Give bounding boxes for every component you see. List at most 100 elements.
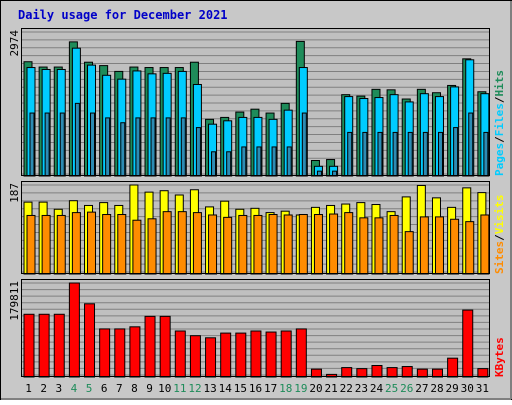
bar-sites-day-26	[404, 231, 414, 275]
bar-kbytes-day-15	[235, 332, 247, 378]
day-label-30: 30	[461, 382, 474, 395]
day-label-22: 22	[340, 382, 353, 395]
bar-pages-day-3	[59, 112, 65, 177]
day-label-17: 17	[264, 382, 277, 395]
plot-border	[21, 181, 490, 274]
day-label-14: 14	[219, 382, 233, 395]
plot-border	[21, 28, 490, 176]
bar-kbytes-day-11	[174, 330, 186, 378]
day-label-12: 12	[188, 382, 201, 395]
day-label-20: 20	[309, 382, 322, 395]
bar-kbytes-day-9	[144, 315, 156, 378]
bar-pages-day-26	[407, 131, 413, 177]
day-label-19: 19	[294, 382, 307, 395]
legend-separator: /	[493, 96, 506, 103]
bar-kbytes-day-7	[114, 328, 126, 378]
day-label-11: 11	[173, 382, 186, 395]
bar-pages-day-16	[256, 146, 262, 177]
chart-panel-3: 179811 KBytes	[8, 279, 506, 378]
bar-sites-day-24	[374, 217, 384, 275]
bar-kbytes-day-4	[68, 282, 80, 378]
day-label-5: 5	[86, 382, 93, 395]
bar-pages-day-19	[301, 112, 307, 177]
day-label-23: 23	[355, 382, 368, 395]
bar-kbytes-day-30	[462, 309, 474, 378]
bar-pages-day-31	[483, 131, 489, 177]
bar-pages-day-1	[29, 112, 35, 177]
legend-pages: Pages	[493, 143, 506, 176]
bar-pages-day-7	[120, 122, 126, 177]
panel-legend: Pages/Files/Hits	[493, 70, 506, 176]
legend-separator: /	[493, 136, 506, 143]
bar-sites-day-7	[117, 214, 127, 275]
bar-kbytes-day-1	[23, 313, 35, 378]
bar-kbytes-day-22	[341, 367, 353, 378]
chart-panels: 2974Pages/Files/Hits187Sites/Visits17981…	[8, 28, 506, 378]
bar-kbytes-day-12	[189, 335, 201, 378]
bar-sites-day-27	[419, 216, 429, 275]
bar-kbytes-day-6	[99, 328, 111, 378]
bar-kbytes-day-2	[38, 313, 50, 378]
bar-sites-day-21	[329, 213, 339, 275]
bar-sites-day-28	[434, 216, 444, 275]
day-label-28: 28	[430, 382, 443, 395]
bar-sites-day-25	[389, 214, 399, 275]
day-label-27: 27	[415, 382, 428, 395]
bar-kbytes-day-5	[84, 303, 96, 378]
day-labels: 1 2 3 4 5 6 7 8 9 10 11 12 13 14 15 16 17 18 19 20 21 22 23 24 2…	[25, 382, 489, 395]
bar-sites-day-15	[238, 214, 248, 275]
bar-pages-day-24	[377, 131, 383, 177]
day-label-15: 15	[234, 382, 247, 395]
bar-pages-day-28	[437, 131, 443, 177]
bar-pages-day-17	[271, 146, 277, 177]
bar-pages-day-30	[468, 112, 474, 177]
chart-title: Daily usage for December 2021	[18, 8, 228, 22]
bar-pages-day-9	[150, 117, 156, 177]
bar-sites-day-19	[298, 214, 308, 275]
series-kbytes	[23, 282, 489, 378]
bar-sites-day-31	[480, 214, 490, 275]
day-label-21: 21	[325, 382, 338, 395]
bar-pages-day-14	[226, 151, 232, 177]
bar-sites-day-9	[147, 218, 157, 275]
day-label-25: 25	[385, 382, 398, 395]
bar-sites-day-30	[465, 221, 475, 275]
bar-sites-day-11	[177, 211, 187, 275]
bar-sites-day-23	[359, 217, 369, 275]
day-label-8: 8	[131, 382, 138, 395]
bar-sites-day-12	[192, 212, 202, 275]
bar-pages-day-29	[453, 127, 459, 177]
bar-pages-day-27	[422, 131, 428, 177]
day-label-2: 2	[40, 382, 47, 395]
day-label-6: 6	[101, 382, 108, 395]
bar-kbytes-day-19	[295, 328, 307, 378]
bar-sites-day-18	[283, 214, 293, 275]
day-label-31: 31	[476, 382, 489, 395]
bar-kbytes-day-13	[205, 337, 217, 378]
day-label-16: 16	[249, 382, 262, 395]
bar-pages-day-12	[195, 127, 201, 177]
day-label-18: 18	[279, 382, 292, 395]
bar-sites-day-16	[253, 214, 263, 275]
bar-pages-day-4	[74, 102, 80, 177]
panel-max-label: 179811	[8, 281, 21, 321]
bar-pages-day-22	[347, 131, 353, 177]
bar-kbytes-day-26	[401, 366, 413, 378]
bar-sites-day-10	[162, 211, 172, 275]
bar-kbytes-day-29	[447, 357, 459, 378]
bar-kbytes-day-8	[129, 326, 141, 378]
day-label-29: 29	[446, 382, 459, 395]
bar-pages-day-13	[211, 151, 217, 177]
bar-sites-day-22	[344, 212, 354, 275]
bar-sites-day-6	[102, 214, 112, 275]
bar-kbytes-day-16	[250, 330, 262, 378]
day-label-24: 24	[370, 382, 384, 395]
panel-legend: KBytes	[493, 337, 506, 377]
bar-kbytes-day-14	[220, 332, 232, 378]
bar-kbytes-day-3	[53, 313, 65, 378]
legend-hits: Hits	[493, 70, 506, 97]
bar-pages-day-5	[90, 112, 96, 177]
bar-kbytes-day-31	[477, 368, 489, 378]
